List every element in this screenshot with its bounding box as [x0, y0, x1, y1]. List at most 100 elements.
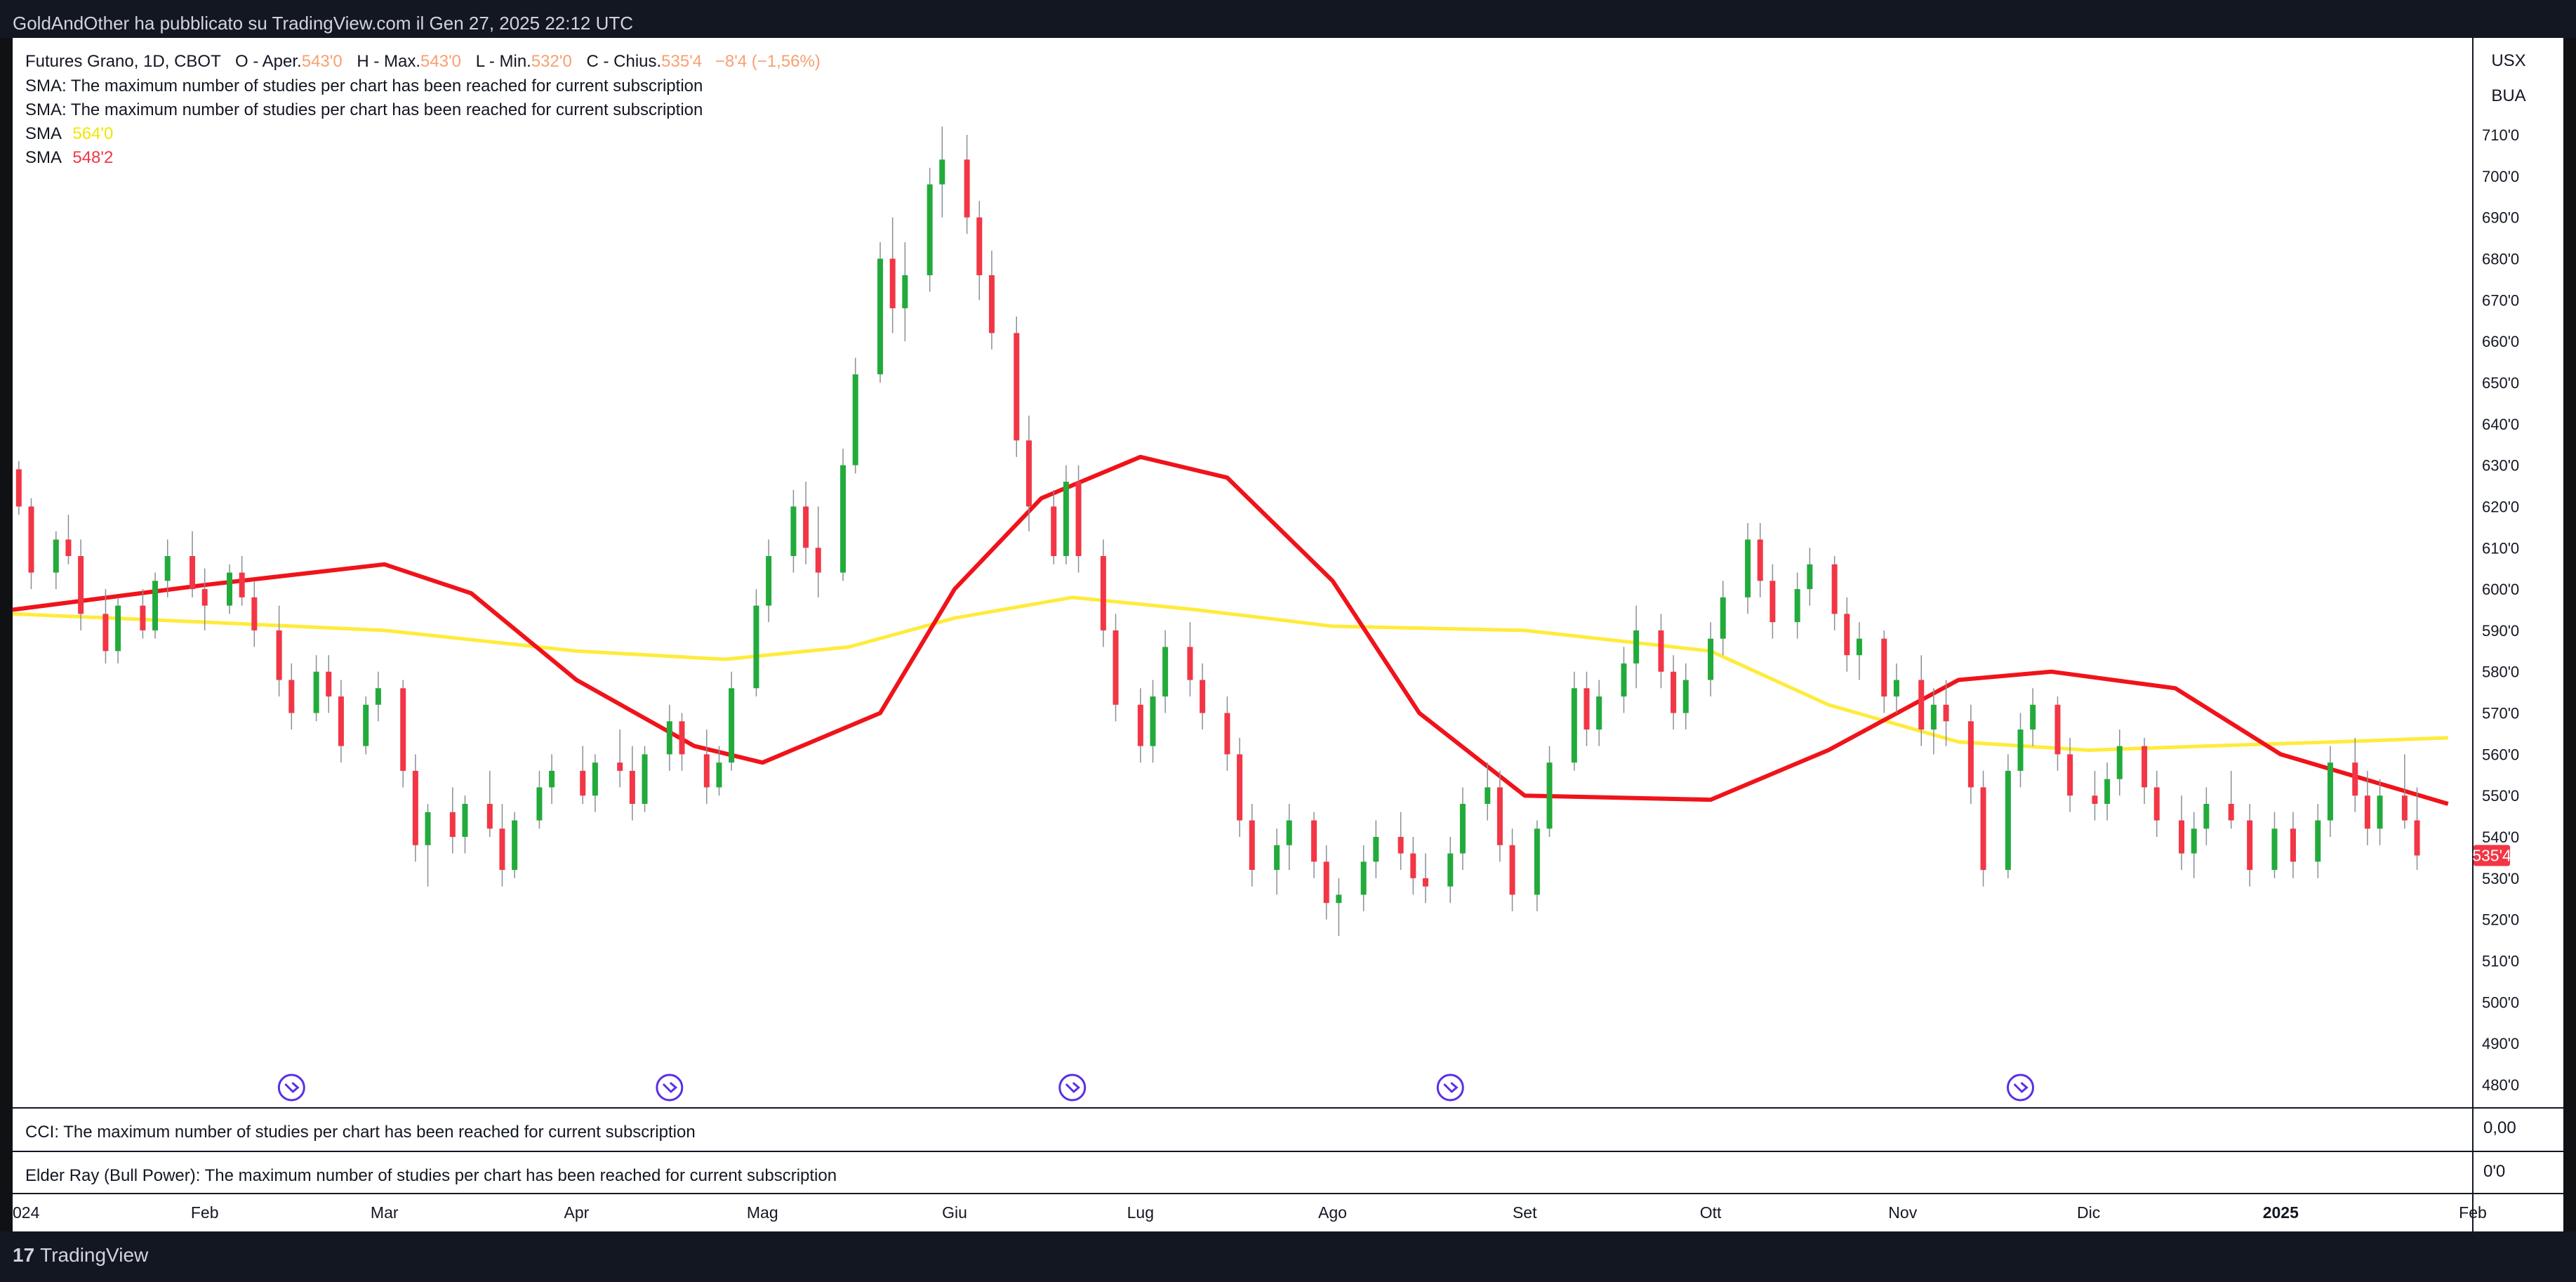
candle-body	[2153, 787, 2160, 821]
elder-pane-value: 0'0	[2483, 1162, 2505, 1181]
candle	[2315, 803, 2321, 878]
candle	[988, 250, 995, 350]
candle-body	[115, 605, 121, 652]
event-marker-icon[interactable]	[277, 1073, 305, 1102]
candle	[642, 746, 648, 812]
candle	[2414, 787, 2420, 871]
candle-body	[679, 721, 685, 755]
candle-body	[499, 828, 505, 871]
candle-body	[338, 696, 344, 746]
candle-body	[889, 258, 896, 309]
candle-body	[1881, 638, 1887, 697]
quote-unit[interactable]: BUA	[2491, 86, 2525, 105]
candle	[338, 680, 344, 763]
candle	[1918, 655, 1925, 746]
candle	[1373, 820, 1379, 878]
candle	[1100, 539, 1106, 647]
candle-body	[1893, 680, 1899, 697]
candle-body	[190, 556, 196, 590]
sma-line-yellow[interactable]	[12, 595, 2448, 752]
candle-body	[1720, 597, 1726, 639]
candle	[703, 729, 710, 804]
candle-body	[2364, 795, 2370, 829]
legend-low-label: L - Min.	[476, 52, 531, 71]
legend-line: Futures Grano, 1D, CBOT O - Aper.543'0 H…	[25, 52, 821, 71]
candle-body	[1682, 680, 1689, 713]
price-tick-label: 660'0	[2482, 333, 2519, 350]
candle-body	[1757, 539, 1763, 581]
candle	[2104, 762, 2111, 821]
candle-body	[15, 469, 22, 507]
candle-body	[1274, 845, 1280, 871]
candle-body	[152, 581, 159, 630]
candle	[326, 655, 332, 713]
candle-body	[1844, 614, 1850, 656]
candle-body	[2067, 754, 2073, 796]
price-tick-label: 610'0	[2482, 539, 2519, 557]
candle	[499, 803, 505, 887]
candle-body	[2142, 746, 2148, 788]
event-marker-icon[interactable]	[656, 1073, 684, 1102]
candle	[2153, 770, 2160, 838]
candle	[1237, 737, 1243, 838]
candle	[1249, 803, 1255, 887]
price-tick-label: 710'0	[2482, 126, 2519, 144]
candle	[852, 357, 858, 474]
candle	[2030, 688, 2036, 746]
candle-body	[592, 762, 598, 796]
candle	[363, 696, 369, 755]
candle-body	[2179, 820, 2185, 854]
candle	[2228, 770, 2234, 829]
candle	[803, 482, 809, 564]
candle	[449, 787, 456, 854]
candle	[1682, 663, 1689, 730]
candle	[1708, 622, 1714, 697]
candle-body	[1113, 630, 1119, 705]
candle	[53, 531, 59, 590]
candle	[164, 539, 171, 597]
candle-body	[1051, 506, 1057, 557]
candle-body	[1633, 630, 1640, 663]
candle	[1596, 680, 1602, 746]
currency-unit[interactable]: USX	[2491, 51, 2525, 70]
candle	[976, 201, 983, 300]
legend-close-value: 535'4	[661, 52, 702, 71]
candle	[2271, 812, 2278, 878]
tradingview-logo[interactable]: 17 TradingView	[13, 1244, 148, 1267]
sma-line-red[interactable]	[12, 454, 2449, 806]
candle	[939, 126, 945, 218]
candle-body	[462, 803, 468, 838]
candle-body	[729, 688, 735, 763]
time-tick-label: Ago	[1318, 1203, 1347, 1222]
event-marker-icon[interactable]	[2007, 1073, 2035, 1102]
candle-body	[449, 812, 456, 838]
legend-sma-red: SMA 548'2	[25, 148, 113, 167]
candle	[1410, 837, 1416, 895]
candle	[288, 663, 295, 730]
candle	[227, 564, 233, 614]
candle-body	[877, 258, 884, 375]
cci-pane-text: CCI: The maximum number of studies per c…	[25, 1123, 696, 1142]
time-axis[interactable]: 024 Feb Mar Apr Mag Giu Lug Ago Set Ott Nov Dic 2025…	[13, 1203, 2487, 1222]
time-tick-label: Mag	[747, 1203, 778, 1222]
candle-body	[815, 548, 821, 573]
candle	[592, 754, 598, 812]
candle-body	[1323, 861, 1329, 904]
time-tick-label: 2025	[2263, 1203, 2299, 1222]
candle	[425, 803, 431, 887]
price-tick-label: 530'0	[2482, 870, 2519, 887]
candle-body	[1856, 638, 1862, 656]
candle	[140, 589, 146, 639]
candle-body	[939, 159, 945, 185]
time-tick-label: Feb	[191, 1203, 219, 1222]
time-tick-label: Feb	[2459, 1203, 2487, 1222]
price-axis[interactable]: 710'0 700'0 690'0 680'0 670'0 660'0 650'0 640'0…	[2482, 126, 2519, 1094]
candle-body	[1621, 663, 1627, 697]
candle-body	[1014, 333, 1020, 441]
candle	[190, 531, 196, 597]
candle	[1014, 316, 1020, 457]
candle-body	[927, 184, 933, 276]
event-marker-icon[interactable]	[1436, 1073, 1464, 1102]
event-marker-icon[interactable]	[1058, 1073, 1087, 1102]
